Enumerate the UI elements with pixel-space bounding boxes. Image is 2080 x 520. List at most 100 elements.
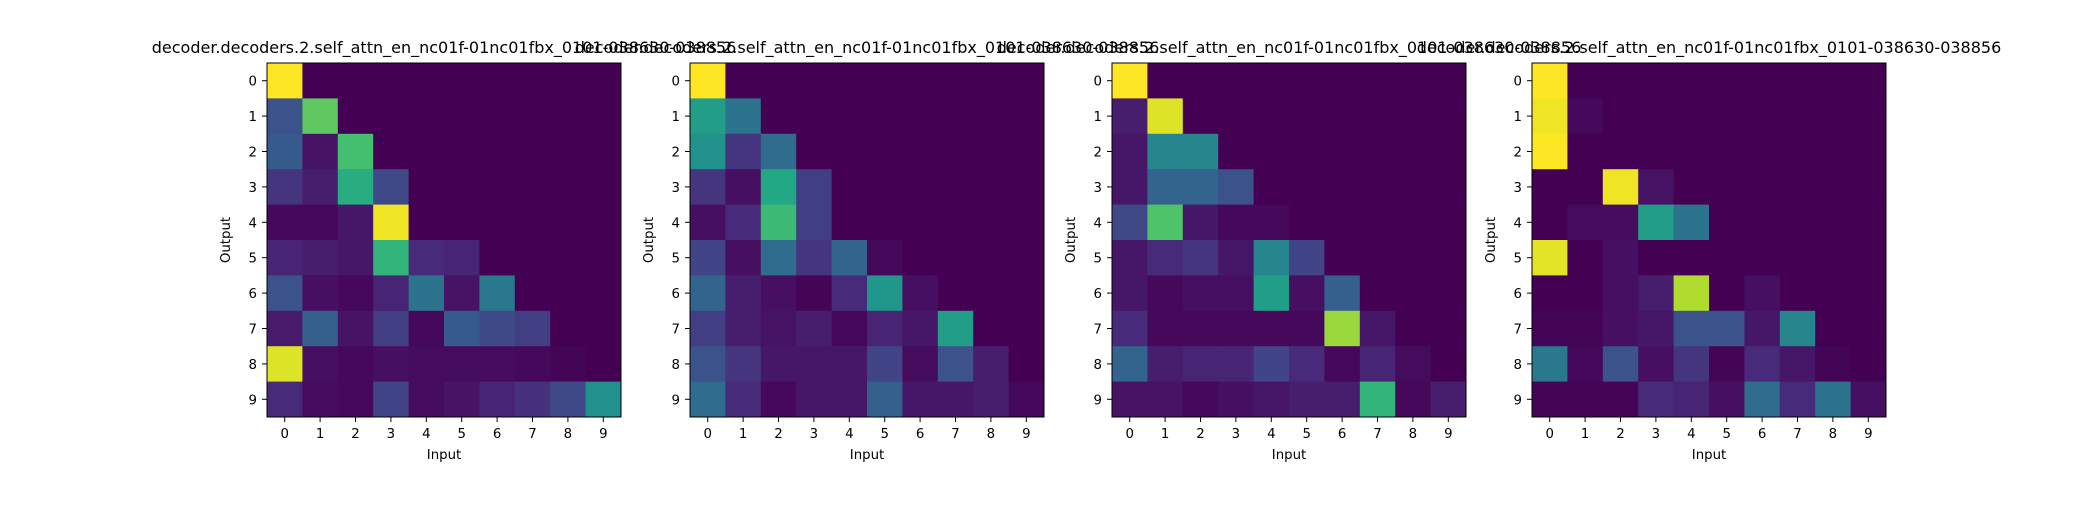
x-tick-label-7: 7 xyxy=(951,427,959,442)
heatmap-cell-r0-c7 xyxy=(937,63,974,99)
y-tick-label-7: 7 xyxy=(1094,323,1102,338)
heatmap-cell-r2-c4 xyxy=(831,133,868,170)
heatmap-cell-r2-c9 xyxy=(585,133,622,170)
y-tick-label-1: 1 xyxy=(1514,110,1522,125)
heatmap-cell-r9-c6 xyxy=(1324,381,1361,418)
x-tick-label-0: 0 xyxy=(280,427,288,442)
heatmap-cell-r1-c1 xyxy=(1567,98,1604,135)
heatmap-cell-r1-c7 xyxy=(1779,98,1816,135)
heatmap-cell-r7-c7 xyxy=(937,310,974,347)
heatmap-cell-r1-c2 xyxy=(1182,98,1219,135)
heatmap-cell-r9-c8 xyxy=(550,381,586,418)
heatmap-cell-r8-c7 xyxy=(514,346,551,382)
y-axis-label: Output xyxy=(1064,217,1079,263)
heatmap-cell-r2-c1 xyxy=(725,133,762,170)
heatmap-cell-r6-c9 xyxy=(585,275,622,312)
heatmap-cell-r6-c1 xyxy=(1147,275,1184,312)
heatmap-cell-r2-c7 xyxy=(514,133,551,170)
heatmap-cell-r6-c9 xyxy=(1008,275,1045,312)
heatmap-cell-r9-c5 xyxy=(1709,381,1745,418)
heatmap-cell-r0-c4 xyxy=(1673,63,1710,99)
x-tick-label-8: 8 xyxy=(564,427,572,442)
heatmap-cell-r0-c3 xyxy=(796,63,832,99)
heatmap-cell-r7-c5 xyxy=(444,310,480,347)
y-tick-label-9: 9 xyxy=(1094,393,1102,408)
x-tick-label-0: 0 xyxy=(703,427,711,442)
heatmap-cell-r1-c2 xyxy=(337,98,374,135)
heatmap-cell-r8-c5 xyxy=(1289,346,1325,382)
heatmap-cell-r0-c9 xyxy=(1008,63,1045,99)
heatmap-cell-r3-c9 xyxy=(1430,169,1467,205)
x-tick-label-6: 6 xyxy=(1758,427,1766,442)
heatmap-cell-r8-c5 xyxy=(1709,346,1745,382)
heatmap-cell-r3-c2 xyxy=(1602,169,1639,205)
heatmap-cell-r4-c9 xyxy=(585,204,622,241)
heatmap-cell-r4-c8 xyxy=(973,204,1009,241)
heatmap-cell-r7-c7 xyxy=(1359,310,1396,347)
heatmap-cell-r4-c2 xyxy=(1602,204,1639,241)
heatmap-cell-r2-c6 xyxy=(1324,133,1361,170)
heatmap-cell-r4-c5 xyxy=(1709,204,1745,241)
y-tick-label-8: 8 xyxy=(1094,358,1102,373)
y-tick-label-5: 5 xyxy=(1094,252,1102,267)
heatmap-cell-r6-c5 xyxy=(444,275,480,312)
heatmap-cell-r7-c4 xyxy=(831,310,868,347)
heatmap-cell-r5-c4 xyxy=(1673,240,1710,276)
heatmap-cell-r2-c1 xyxy=(1147,133,1184,170)
heatmap-cell-r0-c3 xyxy=(1218,63,1254,99)
heatmap-cell-r7-c0 xyxy=(1112,310,1148,347)
heatmap-cell-r8-c3 xyxy=(796,346,832,382)
heatmap-cell-r0-c8 xyxy=(973,63,1009,99)
heatmap-cell-r7-c7 xyxy=(514,310,551,347)
heatmap-cell-r9-c0 xyxy=(690,381,726,418)
heatmap-cell-r7-c2 xyxy=(1602,310,1639,347)
heatmap-cell-r3-c9 xyxy=(1850,169,1887,205)
heatmap-panel-0: 0 1 2 3 4 5 6 7 8 9 0 1 2 3 4 5 6 7 8 9 Input Output decoder.d… xyxy=(152,38,737,463)
heatmap-cell-r1-c0 xyxy=(1532,98,1568,135)
x-tick-label-5: 5 xyxy=(1722,427,1730,442)
x-tick-label-1: 1 xyxy=(739,427,747,442)
heatmap-cell-r2-c6 xyxy=(1744,133,1781,170)
heatmap-cell-r9-c2 xyxy=(337,381,374,418)
heatmap-cell-r7-c6 xyxy=(479,310,516,347)
heatmap-cell-r6-c4 xyxy=(1253,275,1290,312)
y-tick-label-3: 3 xyxy=(249,181,257,196)
x-tick-label-4: 4 xyxy=(1687,427,1695,442)
heatmap-cell-r6-c2 xyxy=(1602,275,1639,312)
heatmap-cell-r8-c7 xyxy=(1779,346,1816,382)
heatmap-cell-r0-c2 xyxy=(1602,63,1639,99)
heatmap-cell-r6-c1 xyxy=(302,275,339,312)
x-tick-label-4: 4 xyxy=(1267,427,1275,442)
heatmap-cell-r5-c3 xyxy=(796,240,832,276)
heatmap-cell-r3-c4 xyxy=(1253,169,1290,205)
heatmap-cell-r5-c4 xyxy=(1253,240,1290,276)
heatmap-cell-r5-c4 xyxy=(831,240,868,276)
heatmap-cell-r1-c3 xyxy=(1218,98,1254,135)
heatmap-cell-r5-c0 xyxy=(1532,240,1568,276)
heatmap-cell-r1-c4 xyxy=(1253,98,1290,135)
heatmap-cell-r8-c0 xyxy=(267,346,303,382)
heatmap-cell-r8-c9 xyxy=(1850,346,1887,382)
heatmap-cell-r1-c0 xyxy=(690,98,726,135)
heatmap-cell-r6-c0 xyxy=(1112,275,1148,312)
y-tick-label-1: 1 xyxy=(672,110,680,125)
heatmap-cell-r2-c2 xyxy=(337,133,374,170)
heatmap-cell-r8-c2 xyxy=(1182,346,1219,382)
heatmap-cell-r7-c8 xyxy=(550,310,586,347)
y-tick-label-5: 5 xyxy=(249,252,257,267)
y-tick-label-4: 4 xyxy=(1514,216,1522,231)
heatmap-cell-r7-c3 xyxy=(373,310,409,347)
heatmap-cell-r8-c7 xyxy=(1359,346,1396,382)
heatmap-cell-r0-c6 xyxy=(1744,63,1781,99)
heatmap-cell-r5-c1 xyxy=(725,240,762,276)
chart-title: decoder.decoders.2.self_attn_en_nc01f-01… xyxy=(152,38,737,58)
heatmap-cell-r8-c1 xyxy=(1147,346,1184,382)
heatmap-cell-r4-c3 xyxy=(796,204,832,241)
heatmap-cell-r4-c7 xyxy=(1359,204,1396,241)
heatmap-cell-r4-c3 xyxy=(1638,204,1674,241)
heatmap-cell-r9-c6 xyxy=(479,381,516,418)
heatmap-cell-r6-c1 xyxy=(725,275,762,312)
heatmap-cell-r3-c5 xyxy=(1289,169,1325,205)
x-tick-label-0: 0 xyxy=(1125,427,1133,442)
